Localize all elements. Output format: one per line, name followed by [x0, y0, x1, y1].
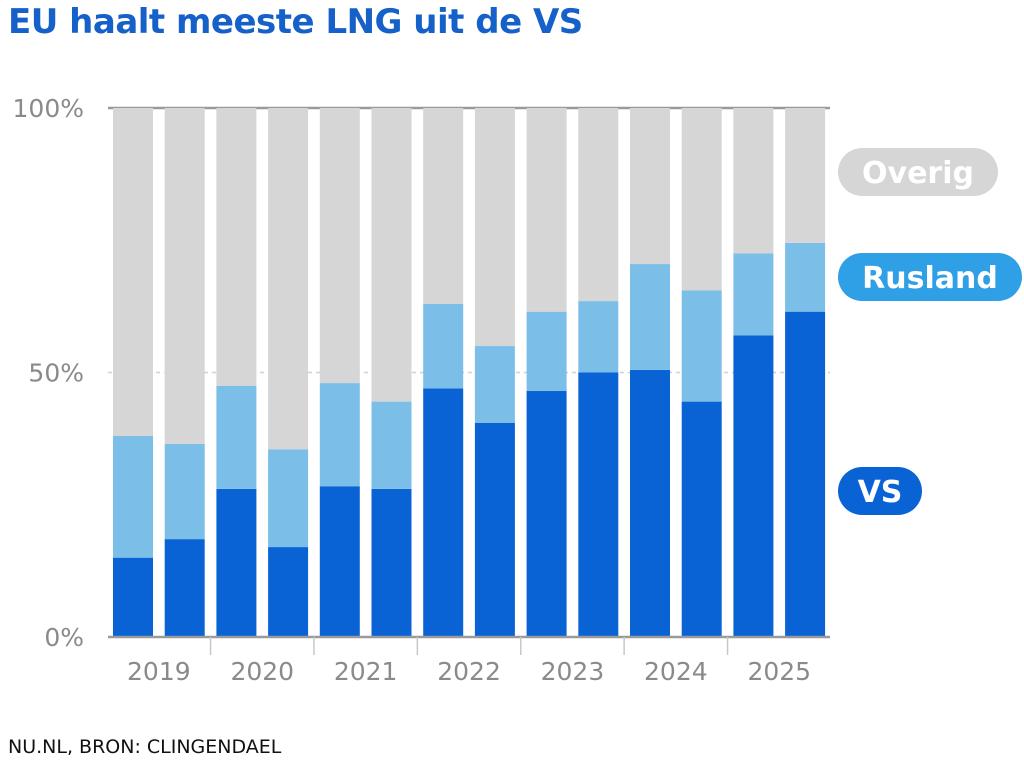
bar-segment-rusland	[526, 311, 567, 392]
bar-segment-overig	[113, 108, 153, 436]
bar-segment-overig	[578, 108, 619, 302]
chart-title: EU haalt meeste LNG uit de VS	[8, 2, 583, 42]
bar-segment-vs	[526, 391, 567, 637]
bar-segment-vs	[216, 488, 257, 637]
y-tick-label: 100%	[13, 94, 84, 123]
bar-segment-overig	[216, 108, 257, 386]
bar-segment-vs	[474, 422, 515, 637]
bar-segment-vs	[371, 488, 412, 637]
x-tick-label: 2020	[230, 657, 294, 686]
bar-segment-vs	[423, 388, 464, 637]
y-tick-label: 50%	[28, 359, 84, 388]
legend-label: Overig	[862, 156, 974, 191]
bar-segment-vs	[733, 335, 774, 637]
legend-pill	[838, 148, 998, 196]
bar-segment-overig	[681, 108, 722, 291]
legend-item-rusland: Rusland	[838, 253, 1022, 301]
x-tick-label: 2021	[334, 657, 398, 686]
bar-segment-rusland	[371, 401, 412, 489]
bar-segment-overig	[785, 108, 826, 243]
bar-segment-vs	[785, 311, 826, 637]
bar-segment-overig	[526, 108, 567, 312]
legend-label: Rusland	[862, 261, 998, 296]
bar-segment-rusland	[164, 443, 205, 540]
bar-segment-rusland	[216, 385, 257, 489]
source-credit: NU.NL, BRON: CLINGENDAEL	[8, 736, 282, 758]
bar-segment-overig	[164, 108, 205, 444]
bar-segment-rusland	[630, 264, 670, 370]
bar-segment-overig	[474, 108, 515, 347]
bar-segment-overig	[423, 108, 464, 304]
legend-label: VS	[858, 475, 903, 510]
legend: Overig Rusland VS	[838, 148, 1022, 515]
bar-segment-vs	[630, 369, 670, 637]
bar-segment-vs	[164, 539, 205, 637]
x-tick-label: 2019	[127, 657, 191, 686]
bar-segment-vs	[578, 372, 619, 637]
axes	[108, 635, 830, 655]
bar-segment-rusland	[733, 253, 774, 336]
legend-item-overig: Overig	[838, 148, 998, 196]
legend-item-vs: VS	[838, 467, 922, 515]
x-tick-label: 2025	[747, 657, 811, 686]
bar-segment-rusland	[113, 435, 153, 558]
bar-segment-rusland	[268, 449, 309, 548]
legend-pill	[838, 253, 1022, 301]
y-tick-label: 0%	[44, 623, 84, 652]
bar-segment-rusland	[423, 303, 464, 389]
bar-segment-rusland	[578, 301, 619, 373]
bar-segment-overig	[268, 108, 309, 450]
bar-segment-overig	[733, 108, 774, 254]
bar-segment-vs	[319, 486, 360, 637]
bar-segment-rusland	[474, 346, 515, 423]
bar-segment-vs	[681, 401, 722, 637]
bar-segment-overig	[319, 108, 360, 384]
bars	[113, 108, 826, 637]
bar-segment-rusland	[319, 383, 360, 487]
x-tick-label: 2024	[644, 657, 708, 686]
legend-pill	[838, 467, 922, 515]
bar-segment-vs	[113, 557, 153, 637]
bar-segment-rusland	[681, 290, 722, 402]
bar-segment-overig	[371, 108, 412, 402]
bar-segment-overig	[630, 108, 670, 265]
bar-segment-vs	[268, 547, 309, 637]
tick-labels: 0% 50% 100% 2019 2020 2021 2022 2023 2024 2025	[13, 94, 812, 686]
bar-segment-rusland	[785, 242, 826, 312]
x-tick-label: 2023	[541, 657, 605, 686]
x-tick-label: 2022	[437, 657, 501, 686]
